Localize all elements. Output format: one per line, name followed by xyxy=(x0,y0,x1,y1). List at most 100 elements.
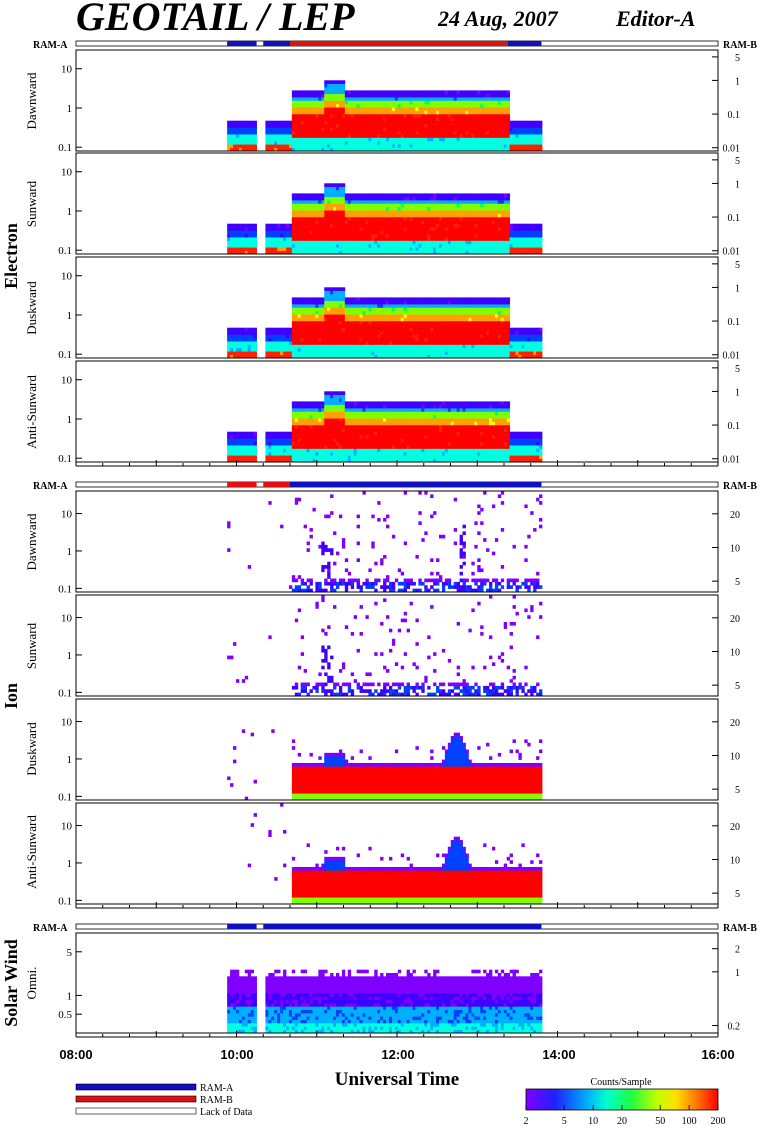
heatmap-cell xyxy=(338,93,343,98)
heatmap-cell xyxy=(483,347,487,352)
heatmap-cell xyxy=(253,144,257,148)
heatmap-cell xyxy=(359,314,363,318)
heatmap-cell xyxy=(397,304,402,308)
heatmap-cell xyxy=(430,137,434,142)
heatmap-cell xyxy=(280,137,284,142)
heatmap-cell xyxy=(265,240,269,245)
heatmap-cell xyxy=(447,213,452,218)
heatmap-cell xyxy=(280,120,284,125)
heatmap-cell xyxy=(362,193,366,198)
heatmap-cell xyxy=(489,124,493,128)
heatmap-cell xyxy=(271,250,275,255)
heatmap-cell xyxy=(371,196,375,201)
heatmap-cell xyxy=(474,300,478,305)
heatmap-cell xyxy=(450,147,455,152)
heatmap-cell xyxy=(374,120,378,125)
heatmap-cell xyxy=(359,220,363,224)
colorbar-ticks: 2 5 10 20 50 100 200 xyxy=(524,1105,726,1127)
heatmap-cell xyxy=(327,351,331,355)
heatmap-cell xyxy=(368,134,372,138)
x-tick-label-0800: 08:00 xyxy=(59,1047,92,1062)
heatmap-cell xyxy=(388,341,393,345)
heatmap-cell xyxy=(336,354,340,359)
heatmap-cell xyxy=(506,203,511,208)
heatmap-cell xyxy=(441,327,446,332)
heatmap-cell xyxy=(291,130,296,135)
heatmap-cell xyxy=(427,300,431,305)
heatmap-cell xyxy=(447,117,452,121)
heatmap-cell xyxy=(388,103,393,108)
heatmap-cell xyxy=(539,240,543,245)
heatmap-cell xyxy=(518,331,522,335)
heatmap-cell xyxy=(341,341,346,345)
heatmap-cell xyxy=(353,337,358,342)
heatmap-cell xyxy=(303,210,307,214)
heatmap-cell xyxy=(235,344,240,349)
heatmap-cell xyxy=(421,127,425,132)
heatmap-cell xyxy=(315,237,319,241)
heatmap-cell xyxy=(374,341,378,345)
heatmap-cell xyxy=(453,327,458,332)
heatmap-cell xyxy=(300,117,305,121)
heatmap-cell xyxy=(327,243,331,248)
heatmap-cell xyxy=(341,337,346,342)
heatmap-cell xyxy=(427,147,431,152)
heatmap-cell xyxy=(371,107,375,111)
heatmap-cell xyxy=(344,341,349,345)
heatmap-cell xyxy=(503,210,508,214)
heatmap-cell xyxy=(327,320,331,325)
heatmap-cell xyxy=(250,331,255,335)
heatmap-cell xyxy=(238,243,243,248)
heatmap-cell xyxy=(227,458,231,463)
heatmap-cell xyxy=(506,237,511,241)
heatmap-cell xyxy=(489,341,493,345)
heatmap-cell xyxy=(294,220,299,224)
heatmap-cell xyxy=(330,344,334,349)
heatmap-cell xyxy=(515,337,519,342)
heatmap-cell xyxy=(235,240,240,245)
heatmap-cell xyxy=(394,120,399,125)
heatmap-cell xyxy=(400,347,405,352)
heatmap-cell xyxy=(227,223,231,228)
heatmap-cell xyxy=(324,80,328,84)
heatmap-cell xyxy=(365,100,369,105)
heatmap-cell xyxy=(403,107,408,111)
heatmap-cell xyxy=(421,120,425,125)
heatmap-cell xyxy=(391,210,396,214)
heatmap-cell xyxy=(462,297,466,302)
heatmap-cell xyxy=(318,90,322,95)
heatmap-cell xyxy=(356,314,360,318)
heatmap-cell xyxy=(477,250,481,255)
heatmap-cell xyxy=(356,247,360,251)
heatmap-cell xyxy=(444,193,449,198)
heatmap-cell xyxy=(486,324,490,328)
heatmap-cell xyxy=(433,310,437,315)
heatmap-cell xyxy=(309,97,313,101)
heatmap-cell xyxy=(527,127,531,132)
heatmap-cell xyxy=(274,230,278,235)
heatmap-cell xyxy=(233,438,237,443)
heatmap-cell xyxy=(474,247,478,251)
heatmap-cell xyxy=(489,113,493,118)
heatmap-cell xyxy=(447,107,452,111)
heatmap-cell xyxy=(315,304,319,308)
heatmap-cell xyxy=(288,243,293,248)
heatmap-cell xyxy=(386,97,390,101)
heatmap-cell xyxy=(453,110,458,115)
heatmap-cell xyxy=(300,310,305,315)
heatmap-cell xyxy=(489,344,493,349)
heatmap-cell xyxy=(418,344,422,349)
heatmap-cell xyxy=(247,247,252,251)
heatmap-cell xyxy=(380,233,384,238)
heatmap-cell xyxy=(227,237,231,241)
heatmap-cell xyxy=(336,83,340,88)
heatmap-cell xyxy=(400,300,405,305)
heatmap-cell xyxy=(280,223,284,228)
heatmap-cell xyxy=(344,354,349,359)
heatmap-cell xyxy=(344,137,349,142)
heatmap-cell xyxy=(462,103,466,108)
heatmap-cell xyxy=(306,297,310,302)
heatmap-cell xyxy=(503,237,508,241)
heatmap-cell xyxy=(291,314,296,318)
heatmap-cell xyxy=(350,124,355,128)
